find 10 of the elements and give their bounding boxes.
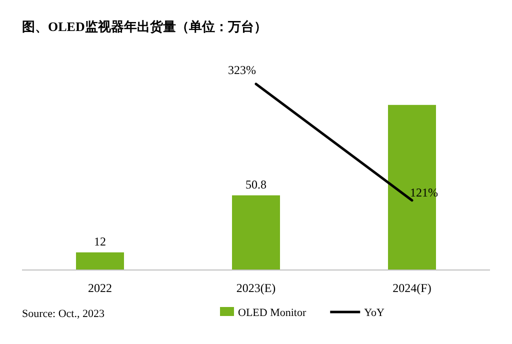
legend-label: OLED Monitor	[238, 307, 306, 319]
data-label: 323%	[228, 63, 256, 77]
data-label: 50.8	[246, 177, 266, 192]
x-tick-label: 2023(E)	[236, 281, 276, 295]
legend-label: YoY	[364, 307, 384, 319]
source-note: Source: Oct., 2023	[22, 308, 105, 320]
x-tick-label: 2024(F)	[392, 281, 432, 295]
x-tick-label: 2022	[88, 281, 112, 295]
data-label: 12	[94, 234, 106, 248]
title: 图、OLED监视器年出货量（单位：万台）	[22, 19, 267, 34]
